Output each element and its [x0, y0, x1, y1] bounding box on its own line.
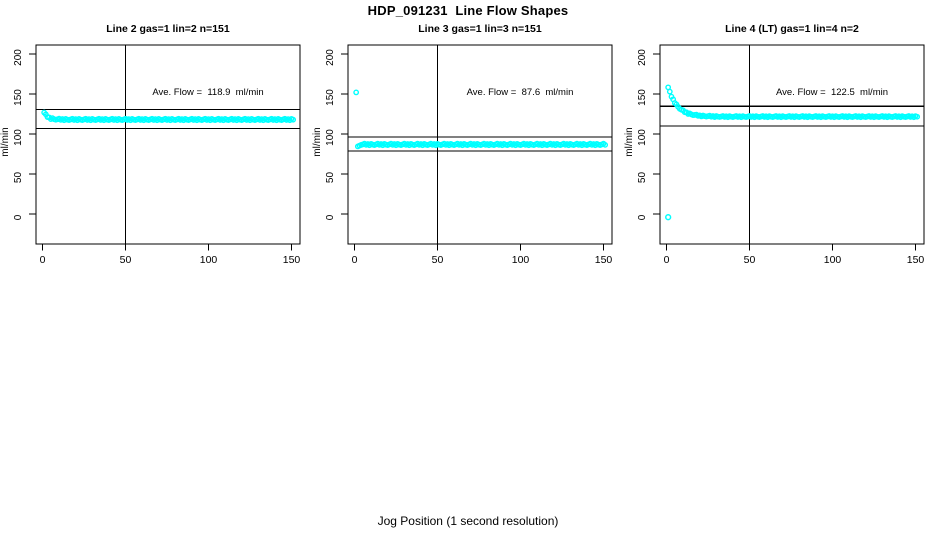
plot-panel-line2: 0 50 100 150 200 0 50 100 150 ml/min	[0, 44, 301, 266]
y-tick-label: 0	[325, 214, 336, 220]
panel-title-line3: Line 3 gas=1 lin=3 n=151	[418, 23, 542, 35]
x-tick-label: 150	[595, 254, 613, 266]
plot-frame	[347, 44, 613, 245]
y-axis-unit-label: ml/min	[624, 127, 635, 156]
y-tick-label: 150	[13, 89, 24, 106]
y-tick-label: 0	[13, 214, 24, 220]
x-tick-label: 0	[40, 254, 46, 266]
x-tick-label: 50	[744, 254, 756, 266]
ave-flow-annotation-line2: Ave. Flow = 118.9 ml/min	[152, 87, 264, 98]
x-axis-label: Jog Position (1 second resolution)	[377, 514, 559, 528]
y-tick-label: 50	[637, 172, 648, 184]
y-tick-label: 200	[325, 49, 336, 66]
plot-frame	[35, 44, 301, 245]
plot-frame	[659, 44, 925, 245]
panel-title-line2: Line 2 gas=1 lin=2 n=151	[106, 23, 230, 35]
figure-title: HDP_091231 Line Flow Shapes	[367, 3, 569, 18]
x-tick-label: 150	[907, 254, 925, 266]
ave-flow-annotation-line4: Ave. Flow = 122.5 ml/min	[775, 87, 889, 98]
y-tick-label: 150	[325, 89, 336, 106]
y-tick-label: 100	[637, 129, 648, 146]
panel-title-line4: Line 4 (LT) gas=1 lin=4 n=2	[725, 23, 859, 35]
plot-panel-line3: 0 50 100 150 200 0 50 100 150 ml/min	[312, 44, 613, 266]
x-tick-label: 100	[200, 254, 218, 266]
data-point	[666, 88, 673, 95]
x-tick-label: 150	[283, 254, 301, 266]
y-tick-label: 150	[637, 89, 648, 106]
x-tick-label: 100	[512, 254, 530, 266]
y-tick-label: 200	[13, 49, 24, 66]
y-axis-unit-label: ml/min	[312, 127, 323, 156]
ave-flow-annotation-line3: Ave. Flow = 87.6 ml/min	[466, 87, 574, 98]
data-point	[602, 141, 609, 148]
y-tick-label: 100	[325, 129, 336, 146]
x-tick-label: 0	[664, 254, 670, 266]
plot-panel-line4: 0 50 100 150 200 0 50 100 150 ml/min	[624, 44, 925, 266]
x-tick-label: 50	[432, 254, 444, 266]
y-tick-label: 100	[13, 129, 24, 146]
data-point	[290, 116, 297, 123]
y-tick-label: 50	[325, 172, 336, 184]
x-tick-label: 50	[120, 254, 132, 266]
data-point	[914, 113, 921, 120]
x-tick-label: 0	[352, 254, 358, 266]
data-point	[353, 89, 360, 96]
y-axis-unit-label: ml/min	[0, 127, 11, 156]
y-tick-label: 200	[637, 49, 648, 66]
x-tick-label: 100	[824, 254, 842, 266]
outlier-point	[665, 214, 672, 221]
y-tick-label: 0	[637, 214, 648, 220]
y-tick-label: 50	[13, 172, 24, 184]
